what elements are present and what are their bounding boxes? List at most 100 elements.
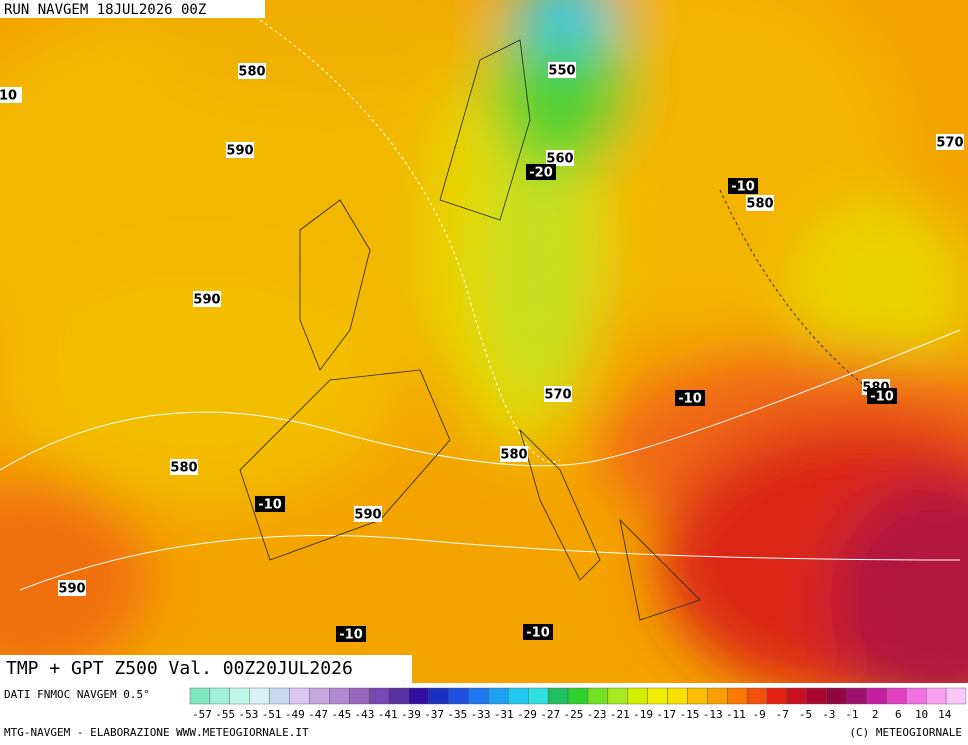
height-label: 580 — [170, 461, 197, 476]
temp-label: -10 — [731, 180, 755, 195]
height-label: 590 — [226, 144, 253, 159]
color-swatch — [926, 687, 947, 705]
scale-label: -31 — [494, 708, 514, 721]
height-label-box — [354, 506, 382, 522]
temp-label-box — [336, 626, 366, 642]
color-swatch — [866, 687, 887, 705]
map-title: TMP + GPT Z500 Val. 00Z20JUL2026 — [6, 658, 353, 679]
scale-label: -21 — [610, 708, 630, 721]
color-swatch — [428, 687, 449, 705]
color-swatch — [727, 687, 748, 705]
color-swatch — [746, 687, 768, 705]
color-swatch — [945, 687, 967, 705]
height-label: 570 — [936, 136, 963, 151]
run-label: RUN NAVGEM 18JUL2026 00Z — [4, 2, 206, 18]
height-label: 10 — [0, 89, 17, 104]
color-swatch — [508, 687, 529, 705]
temp-label: -10 — [526, 626, 550, 641]
scale-label: -51 — [262, 708, 282, 721]
color-swatch — [368, 687, 390, 705]
scale-label: -27 — [540, 708, 560, 721]
color-swatch — [289, 687, 310, 705]
color-swatch — [528, 687, 549, 705]
color-swatch — [388, 687, 410, 705]
scale-label: 10 — [915, 708, 928, 721]
scale-label: -19 — [633, 708, 653, 721]
footer-right: (C) METEOGIORNALE — [849, 726, 962, 739]
scale-label: -55 — [215, 708, 235, 721]
temp-label: -10 — [339, 628, 363, 643]
scale-label: -33 — [471, 708, 491, 721]
scale-label: -9 — [752, 708, 765, 721]
color-swatch — [468, 687, 489, 705]
color-swatch — [329, 687, 350, 705]
scale-label: 2 — [872, 708, 879, 721]
color-swatch — [448, 687, 469, 705]
color-swatch — [846, 687, 867, 705]
height-label-box — [0, 87, 22, 103]
color-swatch — [488, 687, 509, 705]
scale-label: -57 — [192, 708, 212, 721]
color-swatch — [707, 687, 728, 705]
height-label-box — [238, 63, 266, 79]
color-swatch — [189, 687, 211, 705]
height-label-box — [546, 150, 574, 166]
scale-label: -45 — [331, 708, 351, 721]
temp-label-box — [728, 178, 758, 194]
temp-label-box — [523, 624, 553, 640]
color-swatch — [587, 687, 609, 705]
scale-label: -47 — [308, 708, 328, 721]
color-swatch — [408, 687, 429, 705]
height-label: 590 — [354, 508, 381, 523]
color-swatch — [309, 687, 330, 705]
color-swatch — [687, 687, 708, 705]
height-label-box — [548, 62, 576, 78]
color-swatch — [547, 687, 569, 705]
height-label: 560 — [546, 152, 573, 167]
color-swatch — [826, 687, 847, 705]
temp-label: -20 — [529, 166, 553, 181]
height-label-box — [500, 446, 528, 462]
color-swatch — [348, 687, 370, 705]
color-swatch — [766, 687, 788, 705]
color-swatch — [786, 687, 808, 705]
color-swatch — [886, 687, 907, 705]
height-label-box — [58, 580, 86, 596]
scale-label: -41 — [378, 708, 398, 721]
height-label: 590 — [193, 293, 220, 308]
scale-label: -29 — [517, 708, 537, 721]
height-label: 580 — [500, 448, 527, 463]
color-swatch — [209, 687, 230, 705]
title-box — [0, 655, 412, 684]
scale-label: -5 — [799, 708, 812, 721]
scale-label: -3 — [822, 708, 835, 721]
scale-label: 6 — [895, 708, 902, 721]
scale-label: -13 — [703, 708, 723, 721]
color-swatch — [229, 687, 250, 705]
color-swatch — [567, 687, 589, 705]
color-swatch — [627, 687, 648, 705]
temp-label-box — [526, 164, 556, 180]
source-label: DATI FNMOC NAVGEM 0.5° — [4, 688, 150, 701]
scale-label: -15 — [680, 708, 700, 721]
color-swatch — [249, 687, 270, 705]
color-swatch — [906, 687, 927, 705]
temp-label-box — [867, 388, 897, 404]
scale-label: -37 — [424, 708, 444, 721]
scale-label: -35 — [447, 708, 467, 721]
height-label-box — [170, 459, 198, 475]
height-label-box — [544, 386, 572, 402]
scale-label: -53 — [238, 708, 258, 721]
scale-label: -49 — [285, 708, 305, 721]
height-label-box — [226, 142, 254, 158]
scale-label: 14 — [938, 708, 952, 721]
height-label: 580 — [238, 65, 265, 80]
scale-label: -7 — [776, 708, 789, 721]
height-label-box — [746, 195, 774, 211]
height-label: 580 — [746, 197, 773, 212]
color-swatch — [667, 687, 688, 705]
temp-label: -10 — [258, 498, 282, 513]
height-label-box — [193, 291, 221, 307]
color-swatch — [806, 687, 827, 705]
